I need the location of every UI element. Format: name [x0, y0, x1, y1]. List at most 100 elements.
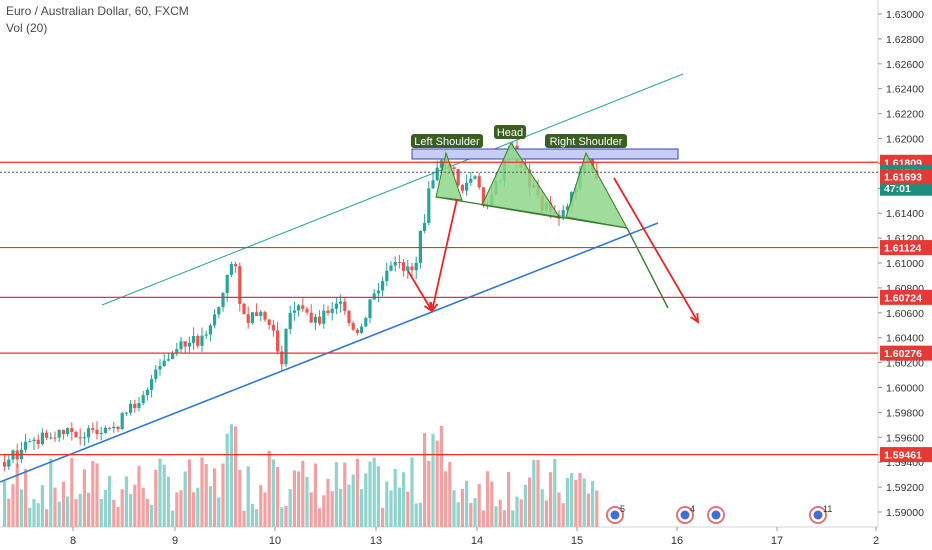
volume-bar	[225, 433, 229, 527]
candle	[40, 428, 44, 446]
candle-body	[414, 262, 418, 271]
candle-body	[57, 429, 61, 438]
volume-bar	[544, 500, 548, 527]
candle-body	[456, 169, 460, 186]
volume-bar	[490, 481, 494, 527]
volume-indicator-label[interactable]: Vol (20)	[6, 21, 48, 35]
volume-bar	[120, 489, 124, 527]
event-marker-count: 11	[823, 504, 832, 514]
candle	[116, 425, 120, 433]
candle	[187, 336, 191, 354]
arrow-head	[429, 302, 439, 314]
candle	[465, 174, 469, 196]
pattern-label-bg	[494, 125, 526, 139]
chart-title[interactable]: Euro / Australian Dollar, 60, FXCM	[6, 4, 189, 18]
resistance-zone	[411, 148, 679, 160]
candle-body	[200, 335, 204, 346]
event-marker-core	[680, 510, 690, 520]
candle	[49, 432, 53, 440]
arrow-shaft	[431, 198, 458, 312]
price-tick-label: 1.61400	[886, 208, 924, 220]
volume-bar	[532, 459, 536, 527]
candle	[423, 214, 427, 234]
time-tick-label: 15	[571, 535, 583, 547]
candle	[318, 309, 322, 326]
pattern-label-text: Right Shoulder	[550, 136, 623, 148]
candle-body	[309, 312, 313, 323]
candle-body	[238, 266, 242, 304]
candle-body	[473, 176, 477, 179]
candle	[259, 309, 263, 322]
candle	[402, 258, 406, 277]
volume-bar	[364, 473, 368, 527]
candle-body	[171, 353, 175, 360]
volume-bar	[376, 466, 380, 527]
candle	[389, 261, 393, 272]
volume-bar	[255, 509, 259, 527]
candle	[129, 400, 133, 416]
candle-body	[406, 266, 410, 271]
volume-bar	[284, 506, 288, 527]
volume-bar	[129, 494, 133, 527]
volume-bar	[53, 487, 57, 527]
trend-line	[101, 73, 684, 306]
candle-body	[330, 308, 334, 314]
volume-bar	[183, 471, 187, 527]
event-marker-core	[610, 510, 620, 520]
candle-body	[133, 403, 137, 408]
volume-bar	[439, 425, 443, 527]
neckline	[435, 196, 628, 229]
volume-bar	[347, 484, 351, 527]
price-tick-label: 1.60000	[886, 383, 924, 395]
candle-body	[154, 369, 158, 380]
volume-bar	[145, 498, 149, 527]
price-tick-label: 1.62400	[886, 84, 924, 96]
candle-body	[418, 231, 422, 263]
candle	[376, 282, 380, 303]
candle	[150, 374, 154, 398]
candle-body	[108, 427, 112, 429]
candle	[82, 432, 86, 446]
candle-body	[179, 341, 183, 350]
trend-line	[0, 222, 659, 483]
volume-bar	[586, 493, 590, 527]
volume-bar	[381, 507, 385, 527]
volume-bar	[280, 507, 284, 527]
volume-bar	[339, 488, 343, 527]
volume-bar	[477, 483, 481, 527]
candle-body	[313, 316, 317, 323]
volume-bar	[187, 459, 191, 527]
volume-bar	[486, 471, 490, 527]
candle-body	[91, 428, 95, 430]
volume-bar	[334, 462, 338, 527]
volume-bar	[267, 450, 271, 527]
volume-bar	[24, 469, 28, 527]
candle-body	[213, 314, 217, 326]
volume-bar	[326, 478, 330, 527]
candle	[234, 261, 238, 273]
candle-body	[246, 314, 250, 323]
candle	[364, 316, 368, 328]
candle	[171, 350, 175, 360]
candle-body	[124, 412, 128, 414]
price-tag-bg	[880, 289, 932, 305]
time-axis: 8 9 10 13 14 15 16 17 2	[0, 526, 879, 547]
candle-body	[3, 462, 7, 467]
candle	[326, 305, 330, 316]
volume-bar	[322, 495, 326, 527]
volume-bar	[154, 469, 158, 527]
time-tick-label: 17	[771, 535, 783, 547]
candle	[267, 318, 271, 330]
volume-bar	[3, 481, 7, 527]
candle-body	[120, 413, 124, 430]
candle	[66, 427, 70, 437]
candle	[19, 441, 23, 464]
candle-body	[297, 305, 301, 311]
candle	[158, 359, 162, 376]
volume-bar	[502, 510, 506, 527]
volume-bar	[582, 478, 586, 527]
volume-bar	[213, 468, 217, 527]
volume-bar	[528, 477, 532, 527]
candle-body	[196, 336, 200, 346]
